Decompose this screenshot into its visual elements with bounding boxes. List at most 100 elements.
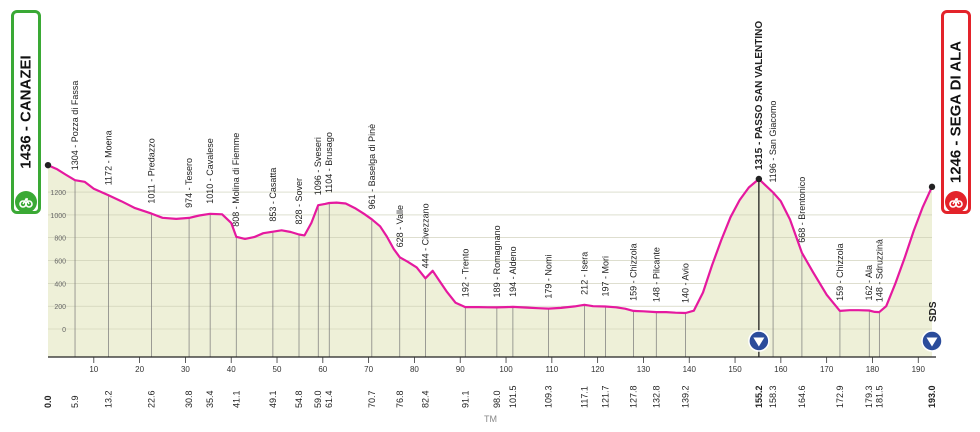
waypoint-label: 148 - Pilcante bbox=[651, 247, 661, 302]
km-tick-label: 130 bbox=[637, 365, 651, 374]
km-label: 127.8 bbox=[628, 385, 638, 408]
km-tick-label: 160 bbox=[774, 365, 788, 374]
profile-line bbox=[47, 164, 934, 315]
elevation-tick-label: 1000 bbox=[50, 213, 66, 220]
km-tick-label: 90 bbox=[456, 365, 465, 374]
km-tick-label: 30 bbox=[181, 365, 190, 374]
km-label: 59.0 bbox=[313, 390, 323, 408]
km-tick-label: 40 bbox=[227, 365, 236, 374]
waypoint-label: 1315 - PASSO SAN VALENTINO bbox=[754, 21, 765, 170]
waypoint-label: 974 - Tesero bbox=[184, 158, 194, 208]
km-label: 179.3 bbox=[864, 385, 874, 408]
km-label: 164.6 bbox=[797, 385, 807, 408]
waypoint-label: 668 - Brentonico bbox=[797, 177, 807, 243]
waypoint-label: 140 - Avio bbox=[681, 263, 691, 303]
waypoint-label: 853 - Casatta bbox=[268, 168, 278, 222]
gpm-triangle-icon bbox=[748, 330, 770, 352]
km-label: 54.8 bbox=[294, 390, 304, 408]
km-tick-label: 50 bbox=[273, 365, 282, 374]
waypoint-label: 194 - Aldeno bbox=[508, 246, 518, 297]
km-label: 117.1 bbox=[579, 386, 589, 408]
profile-point bbox=[755, 175, 763, 183]
sprint-label: SDS bbox=[928, 301, 939, 322]
km-label: 41.1 bbox=[231, 390, 241, 408]
km-label: 82.4 bbox=[420, 390, 430, 408]
elevation-tick-label: 0 bbox=[62, 327, 66, 334]
km-label: 98.0 bbox=[492, 390, 502, 408]
km-tick-label: 170 bbox=[820, 365, 834, 374]
trademark-mark: TM bbox=[484, 414, 497, 424]
km-label: 109.3 bbox=[544, 385, 554, 408]
finish-badge: 1246 - SEGA DI ALA bbox=[941, 10, 971, 214]
waypoint-label: 628 - Valle bbox=[395, 205, 405, 247]
gpm-triangle-icon bbox=[921, 330, 943, 352]
waypoint-label: 189 - Romagnano bbox=[492, 225, 502, 297]
waypoint-label: 197 - Mori bbox=[600, 256, 610, 297]
finish-flag-icon bbox=[945, 191, 967, 213]
km-label: 49.1 bbox=[268, 390, 278, 408]
km-label: 139.2 bbox=[681, 385, 691, 408]
waypoint-label: 1172 - Moena bbox=[103, 130, 113, 185]
waypoint-label: 444 - Civezzano bbox=[420, 203, 430, 268]
elevation-tick-label: 1200 bbox=[50, 190, 66, 197]
km-label: 35.4 bbox=[205, 390, 215, 408]
waypoint-label: 159 - Chizzola bbox=[835, 243, 845, 301]
waypoint-label: 961 - Baselga di Pinè bbox=[367, 124, 377, 210]
km-tick-label: 150 bbox=[728, 365, 742, 374]
km-tick-label: 180 bbox=[866, 365, 880, 374]
waypoint-label: 1011 - Predazzo bbox=[147, 138, 157, 203]
waypoint-label: 1304 - Pozza di Fassa bbox=[70, 81, 80, 171]
km-label: 193.0 bbox=[927, 385, 937, 408]
waypoint-label: 1196 - San Giacomo bbox=[768, 101, 778, 183]
start-label: 1436 - CANAZEI bbox=[17, 55, 35, 169]
km-label: 101.5 bbox=[508, 385, 518, 408]
elevation-tick-label: 400 bbox=[54, 281, 66, 288]
km-tick-label: 80 bbox=[410, 365, 419, 374]
km-label: 22.6 bbox=[147, 390, 157, 408]
finish-flag-icon bbox=[15, 191, 37, 213]
waypoint-label: 159 - Chizzola bbox=[628, 243, 638, 301]
profile-area bbox=[48, 165, 932, 357]
waypoint-label: 212 - Isera bbox=[579, 252, 589, 295]
km-tick-label: 10 bbox=[89, 365, 98, 374]
waypoint-label: 1010 - Cavalese bbox=[205, 138, 215, 204]
waypoint-label: 162 - Ala bbox=[864, 265, 874, 301]
km-label: 121.7 bbox=[600, 385, 610, 408]
waypoint-label: 828 - Sover bbox=[294, 178, 304, 225]
waypoint-label: 148 - Sdruzzinà bbox=[874, 239, 884, 302]
elevation-tick-label: 800 bbox=[54, 236, 66, 243]
waypoint-label: 808 - Molina di Fiemme bbox=[231, 133, 241, 227]
waypoint-label: 1104 - Brusago bbox=[324, 132, 334, 193]
km-tick-label: 190 bbox=[912, 365, 926, 374]
km-tick-label: 70 bbox=[364, 365, 373, 374]
km-tick-label: 60 bbox=[318, 365, 327, 374]
profile-point bbox=[44, 161, 52, 169]
profile-point bbox=[928, 183, 936, 191]
elevation-tick-label: 200 bbox=[54, 304, 66, 311]
km-label: 172.9 bbox=[835, 385, 845, 408]
finish-label: 1246 - SEGA DI ALA bbox=[947, 40, 965, 184]
km-label: 76.8 bbox=[395, 390, 405, 408]
km-tick-label: 140 bbox=[683, 365, 697, 374]
start-badge: 1436 - CANAZEI bbox=[11, 10, 41, 214]
km-tick-label: 120 bbox=[591, 365, 605, 374]
km-label: 5.9 bbox=[70, 395, 80, 408]
km-label: 13.2 bbox=[103, 390, 113, 408]
km-label: 155.2 bbox=[754, 385, 764, 408]
waypoint-label: 179 - Nomi bbox=[544, 255, 554, 299]
km-label: 61.4 bbox=[324, 390, 334, 408]
km-label: 158.3 bbox=[768, 385, 778, 408]
km-label: 132.8 bbox=[651, 385, 661, 408]
km-label: 0.0 bbox=[43, 395, 53, 408]
km-tick-label: 110 bbox=[545, 365, 558, 374]
km-tick-label: 100 bbox=[499, 365, 513, 374]
km-tick-label: 20 bbox=[135, 365, 144, 374]
elevation-tick-label: 600 bbox=[54, 259, 66, 266]
waypoint-label: 1096 - Sveseri bbox=[313, 137, 323, 195]
km-label: 70.7 bbox=[367, 390, 377, 408]
km-label: 30.8 bbox=[184, 390, 194, 408]
waypoint-label: 192 - Trento bbox=[460, 249, 470, 298]
km-label: 91.1 bbox=[460, 390, 470, 408]
